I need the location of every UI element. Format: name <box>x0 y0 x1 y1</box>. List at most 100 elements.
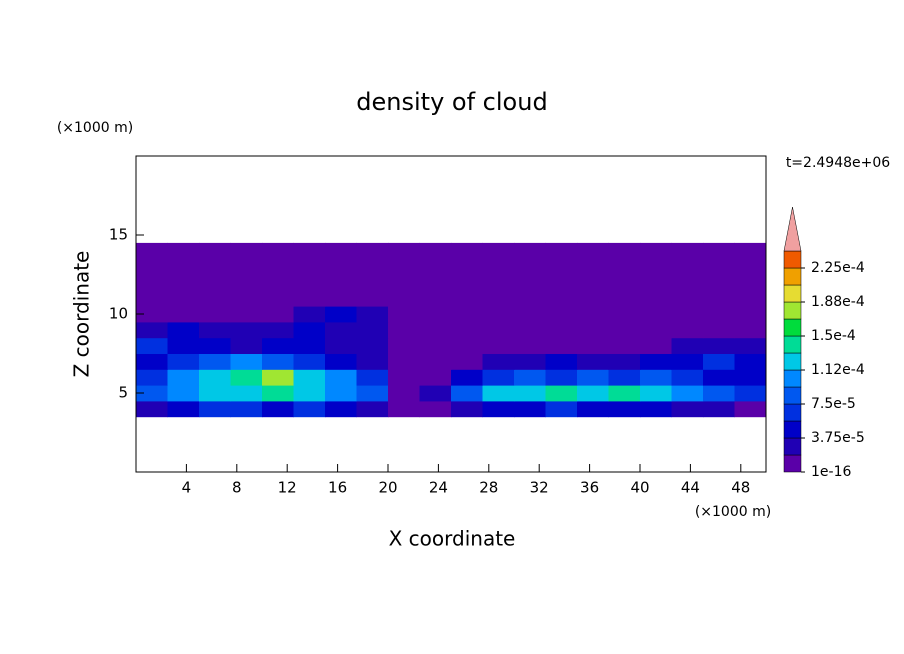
contour-cell <box>262 400 294 418</box>
contour-cell <box>199 274 231 291</box>
contour-cell <box>356 306 389 323</box>
contour-cell <box>608 337 641 354</box>
contour-cell <box>451 306 483 323</box>
contour-cell <box>640 353 672 370</box>
contour-cell <box>325 290 357 307</box>
contour-cell <box>230 400 263 418</box>
contour-cell <box>167 321 200 339</box>
colorbar-box <box>783 403 802 422</box>
contour-cell <box>167 400 200 418</box>
x-tick-label: 8 <box>232 479 242 497</box>
contour-cell <box>703 369 735 386</box>
contour-cell <box>514 290 546 307</box>
contour-cell <box>703 290 735 307</box>
contour-cell <box>577 274 609 291</box>
contour-cell <box>136 385 168 402</box>
contour-cell <box>514 258 546 275</box>
contour-cell <box>703 274 735 291</box>
contour-cell <box>325 258 357 275</box>
contour-cell <box>293 306 326 323</box>
contour-cell <box>671 258 704 275</box>
contour-cell <box>577 337 609 354</box>
contour-cell <box>356 321 389 339</box>
contour-cell <box>671 306 704 323</box>
contour-cell <box>671 274 704 291</box>
contour-cell <box>262 337 294 354</box>
contour-cell <box>230 242 263 260</box>
x-axis-title: X coordinate <box>389 527 516 551</box>
contour-cell <box>608 242 641 260</box>
contour-cell <box>293 321 326 339</box>
contour-cell <box>356 337 389 354</box>
contour-cell <box>230 306 263 323</box>
contour-cell <box>388 242 420 260</box>
contour-cell <box>482 290 515 307</box>
contour-cell <box>356 400 389 418</box>
contour-cell <box>703 321 735 339</box>
contour-cell <box>419 274 452 291</box>
contour-cell <box>262 274 294 291</box>
contour-cell <box>671 353 704 370</box>
y-tick-label: 15 <box>109 226 128 244</box>
contour-cell <box>545 274 578 291</box>
contour-cell <box>545 369 578 386</box>
contour-cell <box>262 385 294 402</box>
contour-cell <box>199 385 231 402</box>
contour-cell <box>482 258 515 275</box>
contour-cell <box>577 385 609 402</box>
contour-cell <box>419 306 452 323</box>
contour-cell <box>482 274 515 291</box>
contour-cell <box>419 400 452 418</box>
contour-cell <box>545 306 578 323</box>
contour-cell <box>419 369 452 386</box>
contour-cell <box>293 290 326 307</box>
contour-cell <box>325 242 357 260</box>
contour-cell <box>514 353 546 370</box>
colorbar-box <box>783 318 802 337</box>
contour-cell <box>325 321 357 339</box>
contour-cell <box>136 258 168 275</box>
contour-cell <box>356 385 389 402</box>
contour-cell <box>640 400 672 418</box>
contour-cell <box>640 274 672 291</box>
contour-cell <box>482 242 515 260</box>
x-tick-label: 12 <box>278 479 297 497</box>
contour-cell <box>451 242 483 260</box>
colorbar-label: 1.12e-4 <box>811 362 865 378</box>
contour-cell <box>514 321 546 339</box>
contour-cell <box>671 242 704 260</box>
contour-cell <box>734 274 767 291</box>
contour-cell <box>608 258 641 275</box>
contour-cell <box>671 321 704 339</box>
contour-cell <box>262 306 294 323</box>
contour-cell <box>734 385 767 402</box>
contour-cell <box>734 306 767 323</box>
colorbar-label: 3.75e-5 <box>811 430 865 446</box>
contour-cell <box>671 290 704 307</box>
contour-cell <box>167 369 200 386</box>
contour-cell <box>388 290 420 307</box>
contour-cell <box>703 353 735 370</box>
x-tick-label: 48 <box>731 479 750 497</box>
contour-cell <box>671 369 704 386</box>
contour-cell <box>608 400 641 418</box>
contour-cell <box>199 258 231 275</box>
contour-cell <box>577 306 609 323</box>
contour-cell <box>262 321 294 339</box>
chart-title: density of cloud <box>356 88 547 116</box>
contour-cell <box>388 400 420 418</box>
contour-cell <box>388 353 420 370</box>
contour-cell <box>734 369 767 386</box>
contour-cell <box>545 385 578 402</box>
contour-cell <box>640 242 672 260</box>
y-tick-label: 5 <box>118 384 128 402</box>
contour-cell <box>703 385 735 402</box>
y-unit: (×1000 m) <box>57 120 133 136</box>
contour-cell <box>199 321 231 339</box>
contour-cell <box>419 353 452 370</box>
colorbar-label: 1e-16 <box>811 464 851 480</box>
contour-cell <box>419 290 452 307</box>
contour-cell <box>293 385 326 402</box>
colorbar-extend <box>783 206 802 252</box>
contour-cell <box>545 337 578 354</box>
